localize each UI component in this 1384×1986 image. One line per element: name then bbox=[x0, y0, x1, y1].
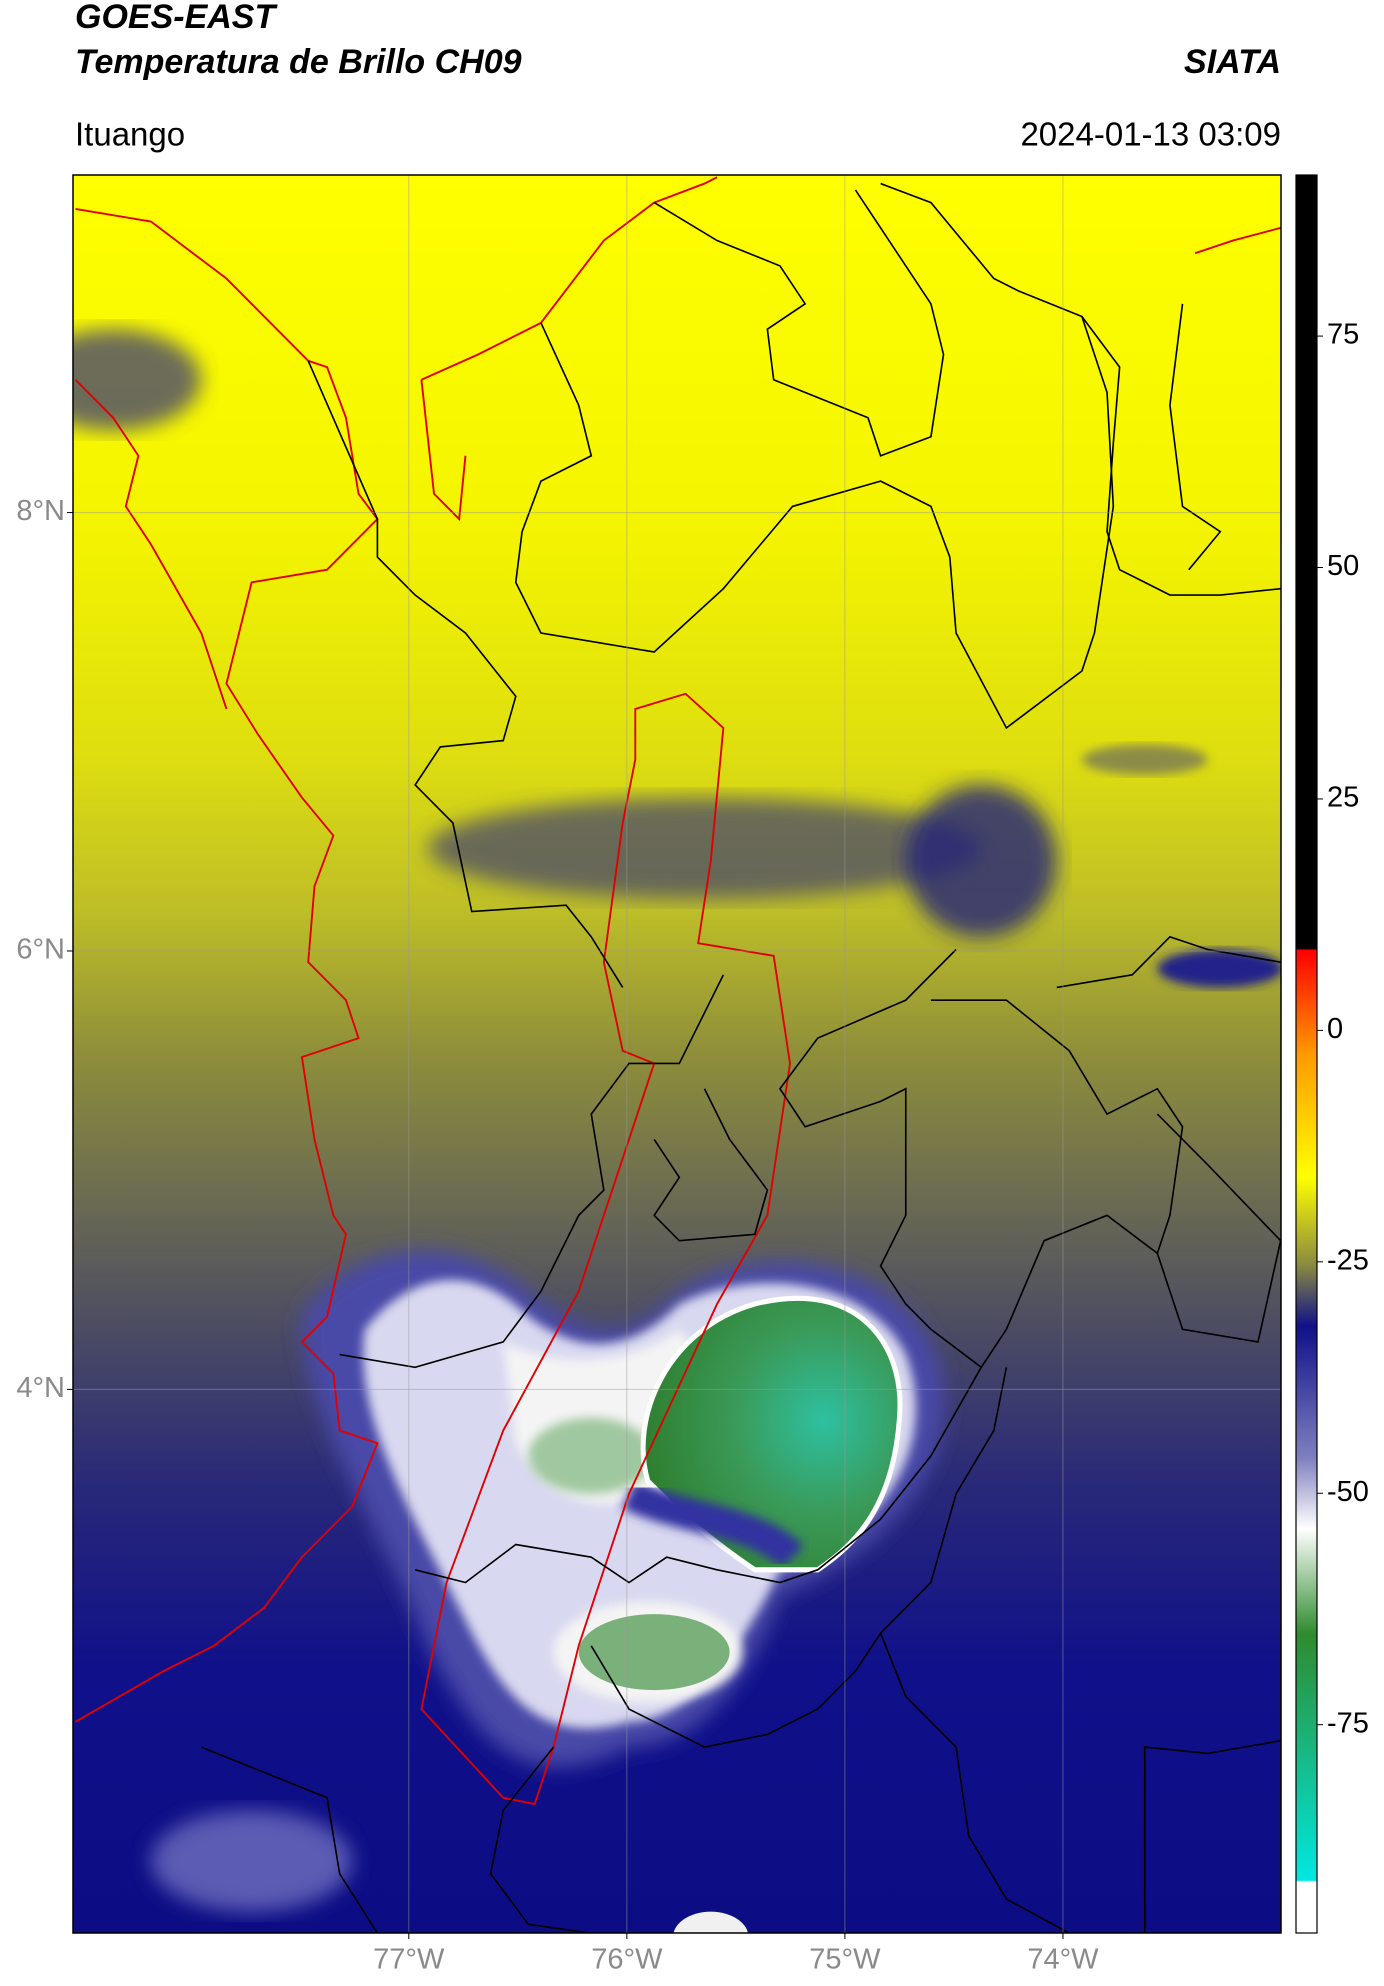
grid bbox=[73, 175, 1281, 1933]
colorbar-tick-label: -75 bbox=[1327, 1707, 1369, 1739]
y-tick-label: 8°N bbox=[16, 495, 65, 527]
x-tick-label: 77°W bbox=[373, 1944, 445, 1976]
x-tick-label: 74°W bbox=[1027, 1944, 1099, 1976]
location: Ituango bbox=[75, 116, 185, 153]
colorbar bbox=[1295, 174, 1318, 1934]
brand: SIATA bbox=[1184, 43, 1281, 81]
title: GOES-EAST bbox=[75, 0, 278, 36]
x-tick-label: 75°W bbox=[809, 1944, 881, 1976]
datetime: 2024-01-13 03:09 bbox=[1020, 116, 1281, 153]
y-tick-label: 6°N bbox=[16, 934, 65, 966]
subtitle: Temperatura de Brillo CH09 bbox=[75, 43, 522, 81]
map-frame bbox=[72, 174, 1282, 1934]
colorbar-tick-label: -25 bbox=[1327, 1244, 1369, 1276]
colorbar-tick-label: 50 bbox=[1327, 550, 1359, 582]
colorbar-tick-label: 75 bbox=[1327, 319, 1359, 351]
colorbar-tick-label: 25 bbox=[1327, 782, 1359, 814]
map-image bbox=[73, 175, 1281, 1933]
y-tick-label: 4°N bbox=[16, 1372, 65, 1404]
colorbar-tick-label: 0 bbox=[1327, 1013, 1343, 1045]
colorbar-tick-label: -50 bbox=[1327, 1476, 1369, 1508]
x-tick-label: 76°W bbox=[591, 1944, 663, 1976]
